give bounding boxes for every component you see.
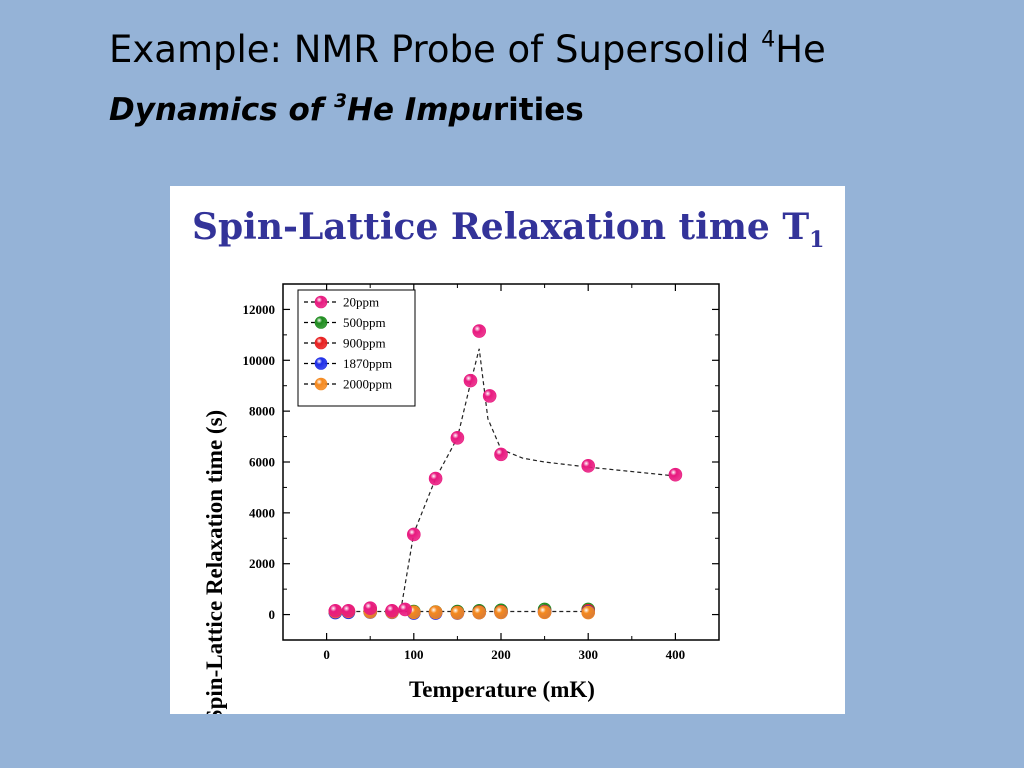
data-point-2000ppm (581, 605, 596, 620)
data-point-20ppm (450, 431, 465, 445)
data-point-20ppm (385, 603, 399, 618)
legend-marker (314, 316, 328, 329)
legend-marker (314, 295, 328, 309)
y-tick-label: 4000 (249, 505, 275, 520)
y-tick-label: 12000 (243, 302, 276, 317)
data-point-20ppm (482, 389, 497, 403)
data-point-2000ppm (537, 605, 552, 620)
y-tick-label: 10000 (243, 353, 276, 368)
chart-title: Spin-Lattice Relaxation time T1 (192, 206, 824, 253)
data-point-20ppm (407, 527, 421, 542)
legend-marker (314, 336, 328, 350)
figure-panel: Spin-Lattice Relaxation time T1 Spin-Lat… (170, 186, 845, 714)
x-axis-label: Temperature (mK) (409, 677, 595, 702)
legend-label: 2000ppm (343, 377, 392, 392)
data-point-20ppm (363, 601, 377, 616)
fit-curve (400, 348, 676, 611)
legend-label: 500ppm (343, 315, 386, 330)
data-point-20ppm (428, 471, 443, 486)
legend-label: 20ppm (343, 295, 379, 310)
y-tick-label: 8000 (249, 404, 275, 419)
legend-label: 900ppm (343, 336, 386, 351)
legend-marker (314, 357, 328, 370)
legend-label: 1870ppm (343, 356, 392, 371)
slide-subtitle: Dynamics of 3He Impurities (109, 90, 584, 128)
y-tick-label: 2000 (249, 556, 275, 571)
data-point-20ppm (668, 467, 683, 482)
data-point-2000ppm (494, 605, 508, 620)
y-axis-label: Spin-Lattice Relaxation time (s) (202, 410, 227, 714)
data-point-20ppm (494, 447, 508, 462)
data-point-20ppm (472, 324, 487, 338)
y-tick-label: 6000 (249, 455, 275, 470)
data-point-2000ppm (472, 605, 487, 620)
data-point-20ppm (341, 603, 356, 618)
x-tick-label: 200 (491, 647, 511, 662)
data-point-2000ppm (450, 605, 465, 620)
data-point-20ppm (328, 603, 343, 618)
legend-marker (314, 377, 328, 391)
slide-title: Example: NMR Probe of Supersolid 4He (109, 26, 826, 71)
data-point-2000ppm (428, 605, 443, 620)
data-point-20ppm (398, 602, 412, 617)
data-point-20ppm (581, 459, 596, 473)
x-tick-label: 300 (578, 647, 598, 662)
chart-svg: Spin-Lattice Relaxation time T1 Spin-Lat… (192, 206, 824, 714)
legend: 20ppm 500ppm 900ppm 1870ppm 2000ppm (297, 289, 416, 407)
x-tick-label: 0 (323, 647, 330, 662)
x-tick-label: 100 (404, 647, 424, 662)
data-point-20ppm (463, 373, 478, 388)
x-tick-label: 400 (666, 647, 686, 662)
y-tick-label: 0 (269, 607, 276, 622)
